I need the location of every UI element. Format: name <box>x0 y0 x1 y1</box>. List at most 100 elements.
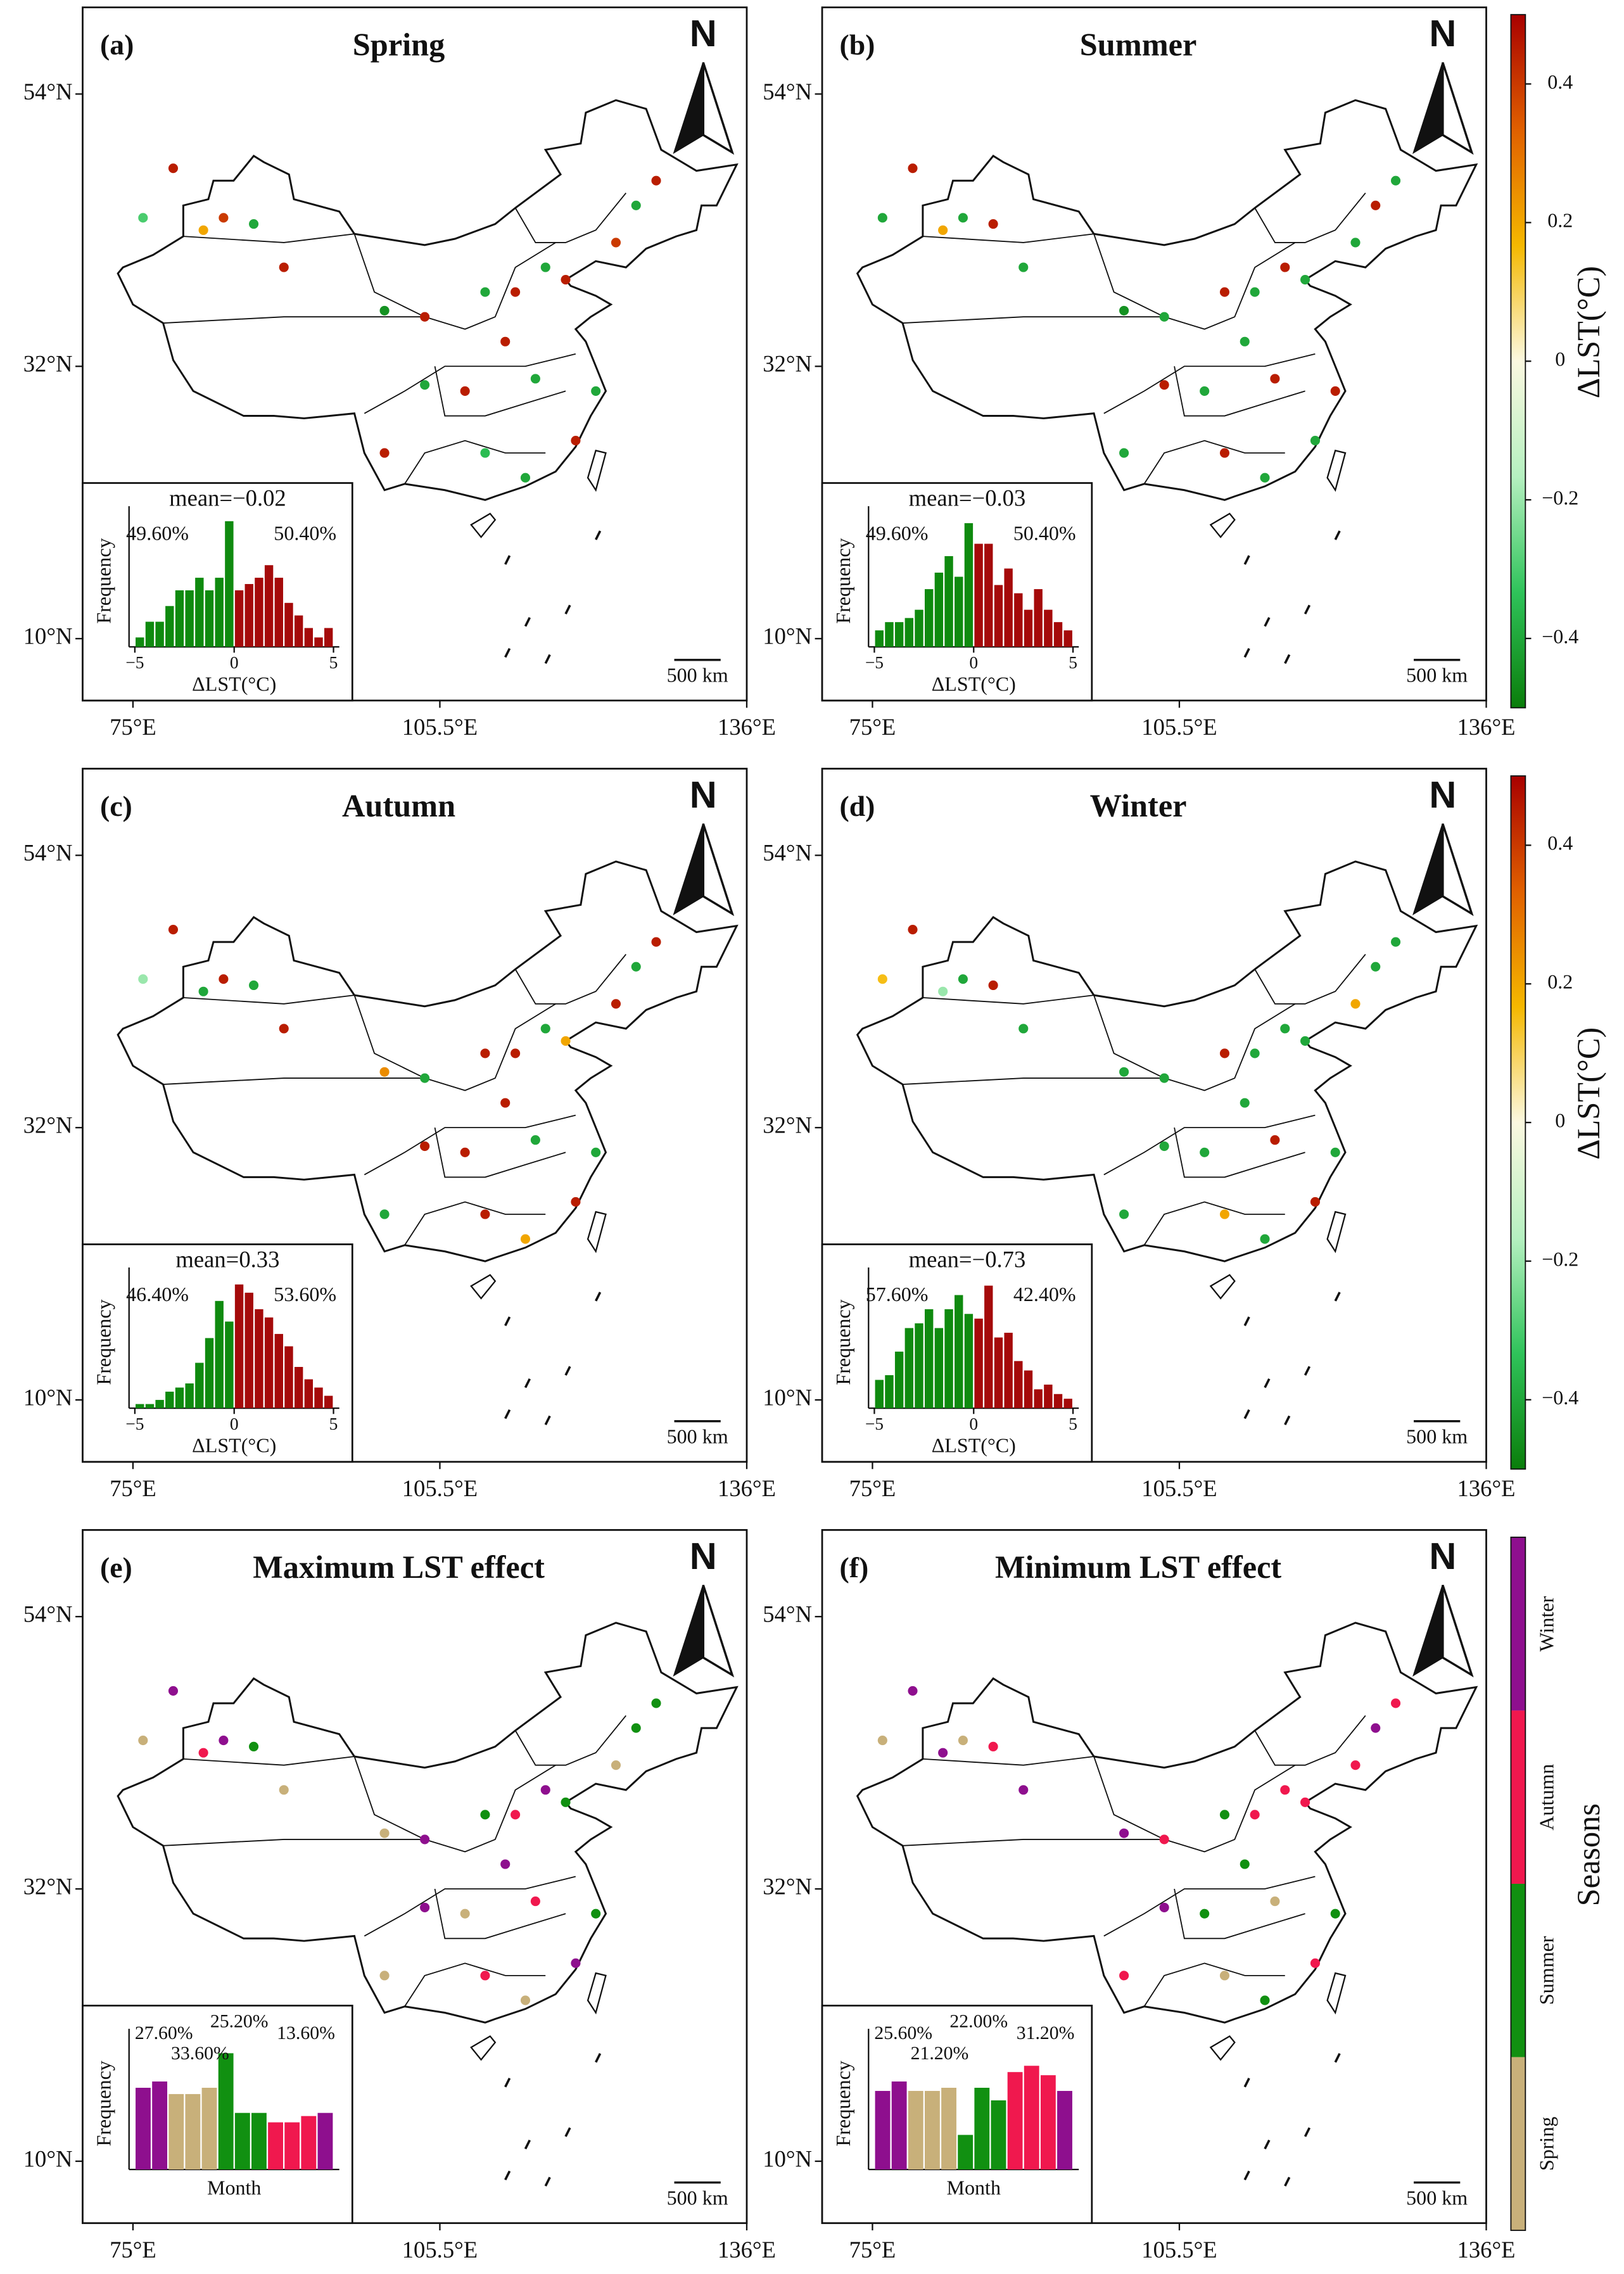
province-border <box>1174 1127 1305 1178</box>
station-point <box>1250 1048 1260 1058</box>
hist-left-share: 57.60% <box>866 1283 929 1305</box>
season-share: 13.60% <box>277 2023 335 2043</box>
station-point <box>1310 1197 1321 1207</box>
station-point <box>1350 1760 1361 1770</box>
province-border <box>1103 353 1316 414</box>
station-point <box>1018 1024 1029 1034</box>
panel-label: (e) <box>100 1551 132 1584</box>
hist-bar <box>974 1318 983 1409</box>
province-border <box>1093 994 1296 1091</box>
x-tick-label: 75°E <box>110 1475 156 1501</box>
station-point <box>138 1736 148 1746</box>
x-tick-label: 105.5°E <box>1141 1475 1217 1501</box>
hist-bar <box>964 523 974 647</box>
station-point <box>938 986 948 996</box>
country-outline <box>856 1622 1478 2024</box>
hist-right-share: 50.40% <box>1013 521 1076 544</box>
month-bar <box>301 2116 317 2169</box>
station-point <box>631 200 641 210</box>
inset-x-tick-label: 0 <box>969 653 978 672</box>
hist-bar <box>924 1309 934 1409</box>
station-point <box>1219 1810 1230 1820</box>
inset-frame <box>82 2004 353 2225</box>
station-point <box>571 1197 581 1207</box>
x-tick-label: 75°E <box>849 2237 896 2263</box>
province-border <box>903 1077 1165 1085</box>
inset-x-tick-label: −5 <box>865 1414 884 1433</box>
province-border <box>1093 233 1296 330</box>
station-point <box>1250 1810 1260 1820</box>
station-point <box>500 1098 511 1108</box>
colorbar-tick-label: −0.2 <box>1542 486 1578 509</box>
hist-mean: mean=−0.73 <box>909 1246 1026 1272</box>
station-point <box>1371 962 1381 972</box>
station-point <box>908 1686 918 1696</box>
nine-dash <box>1334 2053 1341 2063</box>
hist-bar <box>1044 609 1053 647</box>
inset-x-label: ΔLST(°C) <box>192 1433 276 1456</box>
hist-bar <box>924 589 934 647</box>
north-arrow <box>1442 823 1474 917</box>
month-bar <box>891 2081 907 2169</box>
province-border <box>1143 1201 1285 1246</box>
station-point <box>1119 1067 1129 1077</box>
station-point <box>1018 1785 1029 1795</box>
colorbar-label: Seasons <box>1571 1803 1606 1906</box>
station-point <box>138 213 148 223</box>
nine-dash <box>544 2176 551 2187</box>
colorbar-category: Summer <box>1535 1936 1557 2005</box>
station-point <box>1119 1971 1129 1981</box>
nine-dash <box>504 1409 511 1420</box>
inset-x-tick-label: 5 <box>1069 1414 1077 1433</box>
nine-dash <box>544 1415 551 1425</box>
hist-bar <box>324 1395 333 1409</box>
inset-x-label: ΔLST(°C) <box>192 672 276 695</box>
season-share: 27.60% <box>135 2023 193 2043</box>
station-point <box>219 1736 229 1746</box>
month-bar <box>875 2090 891 2169</box>
station-point <box>1159 1834 1169 1845</box>
scale-label: 500 km <box>1406 2186 1468 2209</box>
province-border <box>903 316 1165 324</box>
map-panel: 75°E 105.5°E 136°E54°N32°N10°N(c) Autumn N50… <box>23 768 776 1501</box>
nine-dash <box>1304 604 1311 614</box>
station-point <box>480 1810 490 1820</box>
inset-x-tick-label: −5 <box>125 1414 144 1433</box>
nine-dash <box>524 2139 531 2150</box>
hist-bar <box>205 1338 214 1409</box>
x-tick-label: 75°E <box>110 714 156 740</box>
y-tick-label: 32°N <box>23 1873 73 1899</box>
hist-bar <box>915 1323 923 1409</box>
inset-y-label: Frequency <box>92 538 115 623</box>
station-point <box>561 274 571 285</box>
x-tick-label: 136°E <box>1457 1475 1516 1501</box>
province-border <box>183 1756 355 1766</box>
inset-x-tick-label: 5 <box>329 1414 338 1433</box>
nine-dash <box>564 2127 571 2137</box>
hist-bar <box>1063 1399 1072 1409</box>
station-point <box>379 305 390 315</box>
nine-dash <box>1284 2176 1291 2187</box>
station-point <box>520 1995 531 2005</box>
hist-bar <box>944 556 953 647</box>
colorbar-category: Autumn <box>1535 1764 1557 1831</box>
station-point <box>1219 1971 1230 1981</box>
hist-bar <box>165 606 174 647</box>
station-point <box>520 1234 531 1244</box>
month-bar <box>991 2100 1006 2169</box>
station-point <box>1280 1024 1290 1034</box>
inset-x-tick-label: −5 <box>865 653 884 672</box>
nine-dash <box>564 1366 571 1376</box>
hist-bar <box>215 578 224 647</box>
station-point <box>511 1048 521 1058</box>
panel-title: Spring <box>353 27 445 62</box>
month-bar <box>908 2090 923 2169</box>
country-outline <box>856 99 1478 501</box>
colorbar-frame <box>1510 1536 1526 2232</box>
station-point <box>571 436 581 446</box>
month-bar <box>284 2122 300 2169</box>
month-bar <box>1007 2072 1023 2169</box>
island <box>470 512 497 538</box>
hist-bar <box>195 578 204 647</box>
island <box>1209 512 1236 538</box>
